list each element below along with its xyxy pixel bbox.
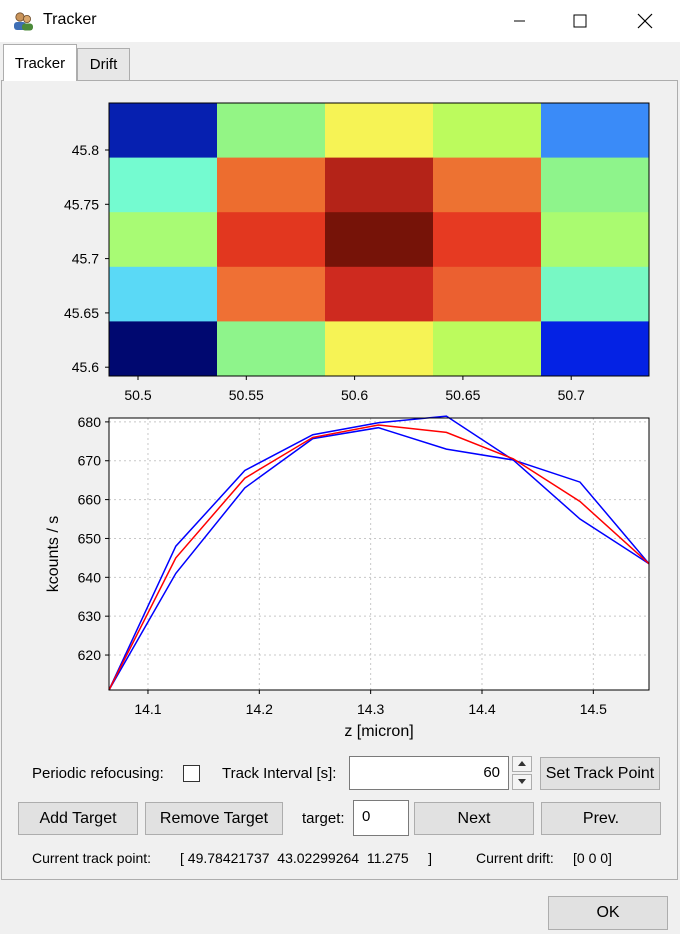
- heatmap-cell: [325, 212, 434, 268]
- x-tick-label: 14.4: [468, 701, 495, 717]
- tab-tracker[interactable]: Tracker: [3, 44, 77, 81]
- heatmap-cell: [325, 321, 434, 377]
- x-axis-label: z [micron]: [344, 723, 413, 740]
- track-interval-stepper: [512, 756, 532, 790]
- add-target-button[interactable]: Add Target: [18, 802, 138, 835]
- maximize-button[interactable]: [557, 0, 603, 42]
- plot-background: [109, 418, 649, 690]
- heatmap-cell: [325, 266, 434, 322]
- ok-button[interactable]: OK: [548, 896, 668, 930]
- plot-frame: [108, 417, 650, 691]
- track-interval-input[interactable]: 60: [349, 756, 509, 790]
- heatmap-frame: [108, 102, 650, 377]
- remove-target-button[interactable]: Remove Target: [145, 802, 283, 835]
- heatmap-cell: [109, 103, 218, 159]
- prev-button[interactable]: Prev.: [541, 802, 661, 835]
- heatmap-cell: [217, 266, 326, 322]
- y-tick-label: 45.6: [72, 359, 99, 375]
- current-track-point-label: Current track point:: [32, 850, 152, 866]
- heatmap-cell: [433, 212, 542, 268]
- y-tick-label: 45.7: [72, 251, 99, 267]
- close-icon: [637, 13, 653, 29]
- arrow-up-icon: [518, 761, 526, 766]
- heatmap-cell: [433, 321, 542, 377]
- x-tick-label: 50.6: [341, 387, 368, 403]
- tab-bar: Tracker Drift: [0, 44, 680, 81]
- x-tick-label: 50.55: [229, 387, 264, 403]
- next-button[interactable]: Next: [414, 802, 534, 835]
- current-track-point-value: [ 49.78421737 43.02299264 11.275 ]: [180, 850, 432, 866]
- heatmap-cell: [541, 103, 650, 159]
- series-line: [108, 426, 650, 691]
- y-tick-label: 45.65: [64, 305, 99, 321]
- periodic-refocusing-label: Periodic refocusing:: [32, 765, 164, 782]
- heatmap-cell: [109, 157, 218, 213]
- minimize-icon: [514, 20, 525, 22]
- heatmap-cell: [433, 157, 542, 213]
- current-drift-value: [0 0 0]: [573, 850, 612, 866]
- target-label: target:: [302, 810, 345, 827]
- heatmap-cell: [217, 212, 326, 268]
- target-input[interactable]: 0: [353, 800, 409, 836]
- heatmap-cell: [433, 266, 542, 322]
- focus-curve-plot: 14.1 14.2 14.3 14.4 14.5 680 670 660 650 640 630 62…: [45, 414, 650, 740]
- x-tick-label: 50.65: [445, 387, 480, 403]
- heatmap-cell: [541, 321, 650, 377]
- y-tick-label: 620: [78, 647, 102, 663]
- heatmap-plot: 45.8 45.75 45.7 45.65 45.6 50.5 50.55 50.6 50.65…: [64, 102, 650, 403]
- heatmap-cell: [541, 266, 650, 322]
- y-tick-label: 650: [78, 530, 102, 546]
- heatmap-cell: [433, 103, 542, 159]
- heatmap-cell: [541, 157, 650, 213]
- heatmap-cell: [217, 321, 326, 377]
- title-bar: Tracker: [0, 0, 680, 42]
- maximize-icon: [573, 14, 587, 28]
- x-tick-label: 14.1: [134, 701, 161, 717]
- x-tick-label: 14.2: [246, 701, 273, 717]
- close-button[interactable]: [622, 0, 668, 42]
- y-axis-label: kcounts / s: [45, 516, 62, 592]
- heatmap-cell: [217, 157, 326, 213]
- y-tick-label: 680: [78, 414, 102, 430]
- heatmap-cell: [109, 266, 218, 322]
- tab-drift[interactable]: Drift: [77, 48, 130, 80]
- x-tick-label: 50.5: [124, 387, 151, 403]
- heatmap-cell: [541, 212, 650, 268]
- y-tick-label: 45.75: [64, 196, 99, 212]
- y-tick-label: 660: [78, 492, 102, 508]
- heatmap-cell: [325, 157, 434, 213]
- x-tick-label: 50.7: [558, 387, 585, 403]
- heatmap-cell: [217, 103, 326, 159]
- y-tick-label: 640: [78, 569, 102, 585]
- dialog-footer: OK: [0, 880, 680, 934]
- track-interval-label: Track Interval [s]:: [222, 765, 337, 782]
- y-tick-label: 630: [78, 608, 102, 624]
- spin-down-button[interactable]: [512, 774, 532, 790]
- y-tick-label: 45.8: [72, 142, 99, 158]
- heatmap-cell: [109, 321, 218, 377]
- set-track-point-button[interactable]: Set Track Point: [540, 757, 660, 790]
- series-line: [108, 415, 650, 691]
- periodic-refocusing-checkbox[interactable]: [183, 765, 200, 782]
- arrow-down-icon: [518, 779, 526, 784]
- spin-up-button[interactable]: [512, 756, 532, 772]
- series-line: [108, 424, 650, 691]
- x-tick-label: 14.3: [357, 701, 384, 717]
- window-title: Tracker: [43, 11, 97, 28]
- heatmap-cell: [325, 103, 434, 159]
- current-drift-label: Current drift:: [476, 850, 554, 866]
- y-tick-label: 670: [78, 453, 102, 469]
- minimize-button[interactable]: [497, 0, 543, 42]
- x-tick-label: 14.5: [580, 701, 607, 717]
- heatmap-cell: [109, 212, 218, 268]
- app-users-icon: [14, 12, 33, 31]
